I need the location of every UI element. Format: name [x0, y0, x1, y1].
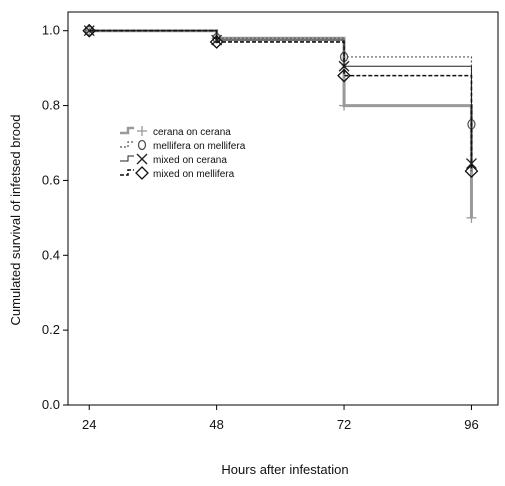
y-tick-label: 0.6	[42, 172, 60, 187]
x-tick-label: 24	[82, 417, 96, 432]
data-point-3-1	[209, 35, 224, 49]
legend-item-3: mixed on mellifera	[120, 166, 235, 180]
x-tick-label: 48	[209, 417, 223, 432]
legend-item-1: mellifera on mellifera	[120, 139, 246, 152]
legend-marker	[137, 126, 147, 136]
legend: cerana on cerana mellifera on mellifera mi…	[120, 126, 246, 180]
series-line-3	[89, 29, 473, 172]
series-line-0	[89, 29, 473, 218]
legend-label: mixed on cerana	[153, 155, 227, 166]
legend-line-swatch	[120, 126, 134, 135]
legend-marker	[137, 139, 147, 151]
x-tick-label: 72	[337, 417, 351, 432]
plot-area	[67, 11, 499, 406]
y-axis-label: Cumulated survival of infetsed brood	[8, 114, 23, 325]
series-line-2	[89, 30, 472, 164]
series-layer	[82, 23, 479, 223]
y-tick-label: 1.0	[42, 23, 60, 38]
legend-item-2: mixed on cerana	[120, 153, 227, 166]
x-axis-ticks: 24 48 72 96	[82, 405, 479, 432]
data-point-2-1	[211, 34, 223, 46]
data-point-0-2	[339, 100, 350, 111]
legend-item-0: cerana on cerana	[120, 126, 231, 138]
y-tick-label: 0.0	[42, 397, 60, 412]
legend-line-swatch	[120, 141, 134, 148]
y-tick-label: 0.2	[42, 322, 60, 337]
data-point-2-3	[465, 158, 477, 170]
legend-label: mixed on mellifera	[153, 169, 235, 180]
y-tick-label: 0.4	[42, 247, 60, 262]
data-point-3-2	[337, 68, 351, 83]
legend-line-swatch	[120, 155, 134, 162]
y-axis-ticks: 0.0 0.2 0.4 0.6 0.8 1.0	[42, 23, 68, 412]
x-tick-label: 96	[464, 417, 478, 432]
legend-label: cerana on cerana	[153, 127, 231, 138]
x-axis-label: Hours after infestation	[221, 462, 348, 477]
data-point-3-3	[464, 164, 479, 178]
legend-marker	[135, 166, 149, 180]
series-line-1	[89, 30, 473, 125]
y-tick-label: 0.8	[42, 98, 60, 113]
plot-frame	[67, 11, 499, 406]
data-point-0-3	[466, 212, 477, 223]
legend-line-swatch	[120, 169, 134, 176]
legend-marker	[136, 153, 148, 165]
legend-label: mellifera on mellifera	[153, 141, 246, 152]
data-point-3-0	[82, 23, 97, 38]
